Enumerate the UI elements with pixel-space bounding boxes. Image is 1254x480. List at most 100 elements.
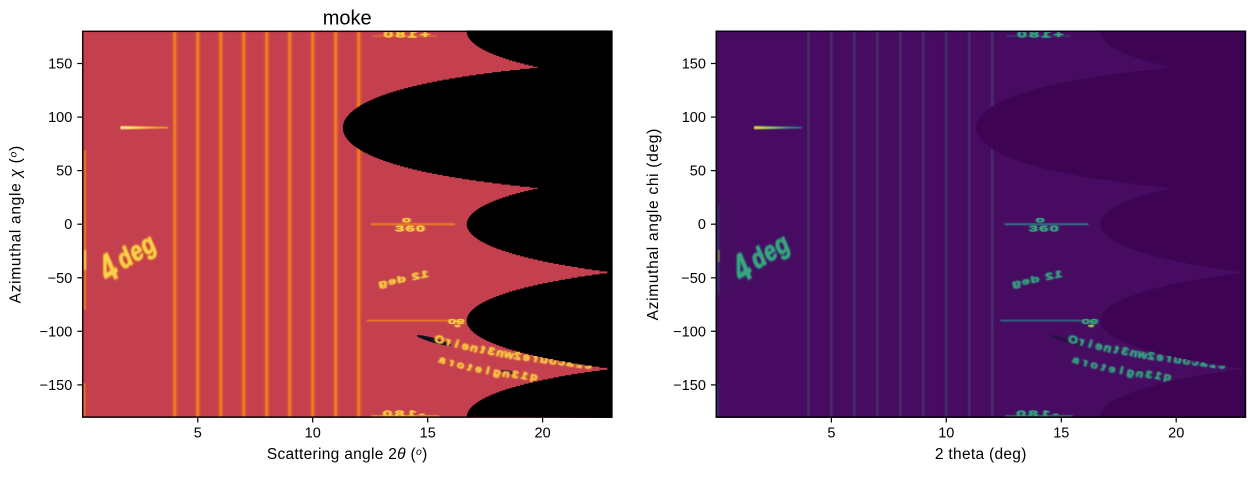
svg-text:+180: +180 xyxy=(381,29,430,40)
svg-text:15: 15 xyxy=(1053,426,1069,442)
svg-text:c: c xyxy=(557,355,567,368)
svg-text:g: g xyxy=(1125,366,1135,379)
svg-text:a: a xyxy=(1199,356,1209,369)
svg-text:o: o xyxy=(1181,354,1191,367)
svg-text:r: r xyxy=(531,352,539,365)
svg-text:l: l xyxy=(485,365,491,377)
svg-text:3: 3 xyxy=(1145,369,1154,381)
svg-text:t: t xyxy=(1099,362,1107,374)
svg-text:o: o xyxy=(548,354,558,367)
svg-text:3: 3 xyxy=(1120,345,1130,359)
svg-text:a: a xyxy=(437,354,448,367)
svg-text:i: i xyxy=(1087,338,1094,351)
svg-text:e: e xyxy=(1093,340,1104,354)
svg-text:r: r xyxy=(1080,357,1089,369)
svg-text:10: 10 xyxy=(938,426,954,442)
svg-text:O: O xyxy=(433,333,446,348)
svg-text:u: u xyxy=(539,353,549,366)
svg-text:-180: -180 xyxy=(1014,408,1059,419)
svg-text:n: n xyxy=(495,347,506,361)
svg-text:Azimuthal angle chi (deg): Azimuthal angle chi (deg) xyxy=(645,128,662,320)
svg-text:t: t xyxy=(1112,344,1119,357)
svg-text:moke: moke xyxy=(323,8,372,30)
svg-text:0: 0 xyxy=(402,216,411,224)
svg-text:c: c xyxy=(1190,355,1200,368)
svg-text:t: t xyxy=(465,362,473,374)
svg-text:O: O xyxy=(1066,333,1079,348)
svg-text:w: w xyxy=(1135,348,1150,363)
svg-text:−50: −50 xyxy=(48,271,73,287)
svg-text:+180: +180 xyxy=(381,29,430,40)
svg-text:o: o xyxy=(455,359,466,372)
svg-text:15: 15 xyxy=(420,426,436,442)
svg-text:c: c xyxy=(557,355,567,368)
svg-text:g: g xyxy=(492,366,502,379)
svg-text:l: l xyxy=(1118,365,1124,377)
svg-text:i: i xyxy=(1087,338,1094,351)
svg-text:q: q xyxy=(529,371,538,383)
svg-text:O: O xyxy=(1066,333,1079,348)
svg-text:a: a xyxy=(1070,354,1081,367)
svg-text:n: n xyxy=(495,347,506,361)
svg-text:u: u xyxy=(539,353,549,366)
svg-text:Azimuthal angle χ (o): Azimuthal angle χ (o) xyxy=(7,145,24,303)
svg-text:e: e xyxy=(1108,363,1117,375)
svg-text:e: e xyxy=(1155,351,1165,364)
svg-text:l: l xyxy=(1118,365,1124,377)
svg-text:n: n xyxy=(501,368,510,380)
svg-text:−50: −50 xyxy=(681,271,706,287)
svg-text:2: 2 xyxy=(1146,349,1156,362)
svg-text:90: 90 xyxy=(447,317,464,326)
svg-text:g: g xyxy=(1125,366,1135,379)
svg-text:5: 5 xyxy=(827,426,835,442)
svg-text:e: e xyxy=(521,351,531,364)
svg-text:3: 3 xyxy=(1120,345,1130,359)
svg-text:-180: -180 xyxy=(380,408,425,419)
svg-text:e: e xyxy=(474,363,483,375)
svg-text:a: a xyxy=(1199,356,1209,369)
svg-text:−100: −100 xyxy=(673,324,706,340)
svg-text:1: 1 xyxy=(520,370,529,382)
svg-text:10: 10 xyxy=(305,426,321,442)
svg-text:-180: -180 xyxy=(380,408,425,419)
svg-text:150: 150 xyxy=(48,57,72,73)
svg-text:r: r xyxy=(1165,352,1173,365)
svg-text:3: 3 xyxy=(511,369,520,381)
svg-text:t: t xyxy=(1099,362,1107,374)
svg-text:+180: +180 xyxy=(1015,29,1064,40)
svg-text:g: g xyxy=(492,366,502,379)
svg-text:r: r xyxy=(447,357,456,369)
svg-text:i: i xyxy=(453,338,460,351)
svg-text:e: e xyxy=(1155,351,1165,364)
svg-text:o: o xyxy=(1181,354,1191,367)
svg-text:e: e xyxy=(1093,340,1104,354)
svg-text:r: r xyxy=(1077,335,1086,348)
svg-text:o: o xyxy=(455,359,466,372)
svg-text:0: 0 xyxy=(698,217,706,233)
svg-text:-180: -180 xyxy=(1014,408,1059,419)
svg-text:3: 3 xyxy=(486,345,496,359)
svg-text:r: r xyxy=(443,335,452,348)
svg-text:q: q xyxy=(1163,371,1172,383)
svg-text:20: 20 xyxy=(535,426,551,442)
svg-text:t: t xyxy=(479,344,486,357)
svg-text:50: 50 xyxy=(690,164,706,180)
svg-text:c: c xyxy=(1190,355,1200,368)
svg-text:r: r xyxy=(443,335,452,348)
svg-text:e: e xyxy=(460,340,471,354)
svg-text:2: 2 xyxy=(512,349,522,362)
svg-text:o: o xyxy=(1089,359,1100,372)
svg-text:t: t xyxy=(465,362,473,374)
svg-text:50: 50 xyxy=(56,164,72,180)
svg-text:a: a xyxy=(437,354,448,367)
svg-text:e: e xyxy=(521,351,531,364)
svg-text:100: 100 xyxy=(48,110,72,126)
svg-text:n: n xyxy=(469,342,480,356)
svg-text:n: n xyxy=(1128,347,1139,361)
svg-text:n: n xyxy=(1102,342,1113,356)
svg-text:360: 360 xyxy=(395,224,426,233)
svg-text:−100: −100 xyxy=(40,324,73,340)
svg-text:0: 0 xyxy=(1036,216,1045,224)
svg-text:360: 360 xyxy=(1029,224,1060,233)
svg-text:2: 2 xyxy=(512,349,522,362)
